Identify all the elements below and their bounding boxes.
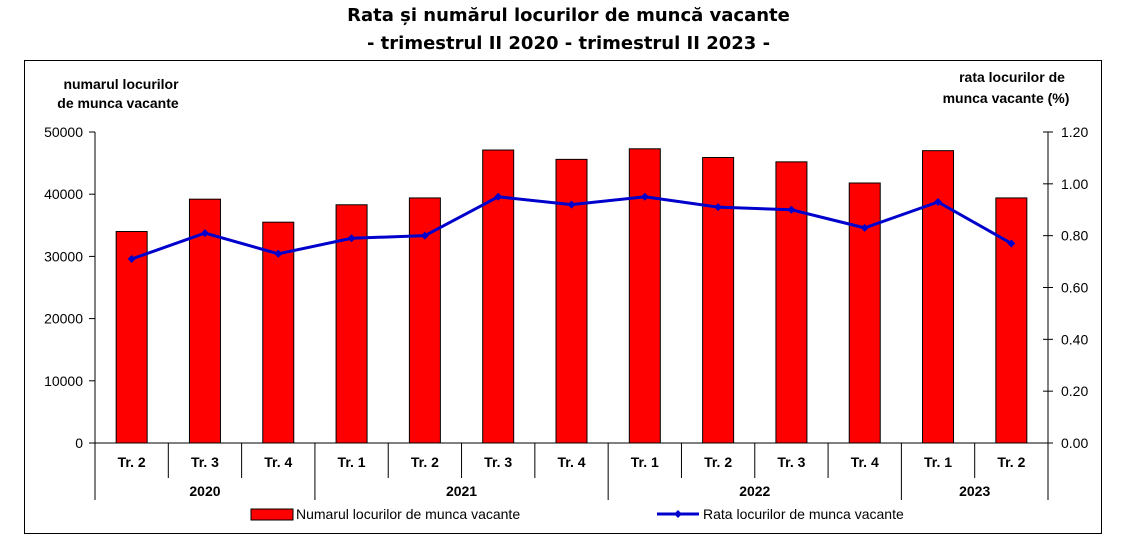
rate-point: [934, 197, 943, 206]
x-category-label: Tr. 3: [484, 454, 512, 470]
x-category-label: Tr. 4: [557, 454, 585, 470]
x-year-label: 2023: [959, 483, 990, 499]
bar: [775, 161, 808, 444]
right-tick-label: 1.20: [1061, 124, 1088, 140]
x-year-label: 2020: [189, 483, 220, 499]
right-tick-label: 0.20: [1061, 383, 1088, 399]
bar: [335, 204, 368, 444]
x-category-label: Tr. 2: [411, 454, 439, 470]
right-tick-label: 0.80: [1061, 228, 1088, 244]
chart-title-line1: Rata și numărul locurilor de muncă vacan…: [347, 5, 790, 26]
right-tick-label: 0.40: [1061, 331, 1088, 347]
x-category-label: Tr. 3: [191, 454, 219, 470]
right-axis-title-line1: rata locurilor de: [959, 69, 1065, 85]
bar: [995, 197, 1028, 444]
bar: [922, 150, 955, 444]
x-category-label: Tr. 4: [264, 454, 292, 470]
legend-line-label: Rata locurilor de munca vacante: [703, 506, 904, 522]
left-tick-label: 40000: [44, 186, 83, 202]
left-axis-title-line2: de munca vacante: [57, 95, 179, 111]
right-tick-label: 0.00: [1061, 435, 1088, 451]
rate-point: [1007, 239, 1016, 248]
rate-point: [860, 223, 869, 232]
bar: [188, 198, 221, 444]
legend-bar-label: Numarul locurilor de munca vacante: [296, 506, 520, 522]
bar: [555, 158, 588, 444]
x-category-label: Tr. 1: [631, 454, 659, 470]
left-tick-label: 20000: [44, 311, 83, 327]
right-axis-title-line2: munca vacante (%): [943, 90, 1070, 106]
rate-point: [274, 249, 283, 258]
legend-line-marker: [674, 510, 682, 518]
rate-point: [127, 254, 136, 263]
chart-frame: [24, 60, 1102, 534]
rate-point: [567, 200, 576, 209]
legend: Numarul locurilor de munca vacante Rata …: [250, 506, 904, 522]
rate-point: [640, 192, 649, 201]
x-category-label: Tr. 1: [338, 454, 366, 470]
x-category-label: Tr. 2: [704, 454, 732, 470]
bar: [262, 221, 295, 444]
left-tick-label: 0: [75, 435, 83, 451]
right-tick-label: 0.60: [1061, 280, 1088, 296]
x-category-label: Tr. 4: [851, 454, 879, 470]
x-category-label: Tr. 3: [777, 454, 805, 470]
left-axis-title-line1: numarul locurilor: [63, 76, 179, 92]
x-category-label: Tr. 1: [924, 454, 952, 470]
x-category-label: Tr. 2: [118, 454, 146, 470]
bar: [848, 182, 881, 444]
bar: [115, 231, 148, 444]
rate-point: [347, 234, 356, 243]
bar: [702, 157, 735, 444]
rate-point: [420, 231, 429, 240]
right-tick-label: 1.00: [1061, 176, 1088, 192]
rate-point: [494, 192, 503, 201]
x-category-label: Tr. 2: [997, 454, 1025, 470]
rate-point: [200, 229, 209, 238]
rate-point: [787, 205, 796, 214]
x-year-label: 2021: [446, 483, 477, 499]
chart-title-line2: - trimestrul II 2020 - trimestrul II 202…: [366, 33, 771, 54]
x-year-label: 2022: [739, 483, 770, 499]
legend-bar-swatch: [250, 508, 294, 521]
rate-point: [714, 203, 723, 212]
left-tick-label: 30000: [44, 248, 83, 264]
left-tick-label: 10000: [44, 373, 83, 389]
left-tick-label: 50000: [44, 124, 83, 140]
